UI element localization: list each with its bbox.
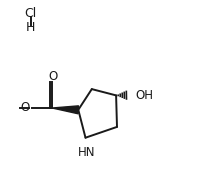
Text: OH: OH [135, 89, 153, 102]
Text: Cl: Cl [25, 7, 37, 20]
Text: O: O [49, 70, 58, 83]
Text: O: O [21, 101, 30, 114]
Polygon shape [52, 106, 79, 114]
Text: H: H [26, 21, 35, 34]
Text: HN: HN [78, 146, 95, 159]
